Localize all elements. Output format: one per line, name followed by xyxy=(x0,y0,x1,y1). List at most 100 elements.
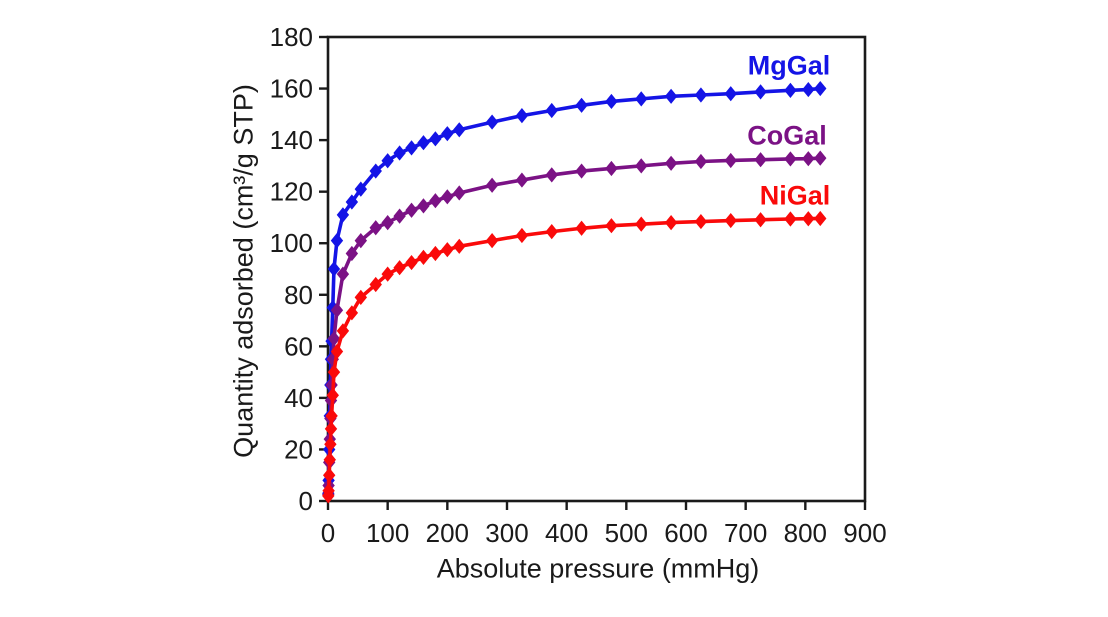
y-tick-label: 180 xyxy=(270,22,313,52)
data-point-marker xyxy=(345,305,359,321)
x-tick-label: 400 xyxy=(545,518,588,548)
data-point-marker xyxy=(345,245,359,262)
data-point-marker xyxy=(784,211,797,227)
y-tick-label: 40 xyxy=(284,383,313,413)
series-nigal xyxy=(322,210,827,504)
data-point-marker xyxy=(453,238,466,254)
data-point-marker xyxy=(345,194,359,210)
x-tick-label: 700 xyxy=(724,518,767,548)
data-point-marker xyxy=(381,153,394,169)
data-point-marker xyxy=(754,152,767,168)
y-tick-label: 0 xyxy=(299,486,313,516)
data-point-marker xyxy=(754,84,767,100)
data-point-marker xyxy=(336,323,350,339)
data-point-marker xyxy=(515,227,529,244)
y-tick-label: 100 xyxy=(270,228,313,258)
data-point-marker xyxy=(327,331,341,347)
data-point-marker xyxy=(393,208,406,224)
x-tick-label: 200 xyxy=(426,518,469,548)
data-point-marker xyxy=(417,198,430,214)
y-tick-label: 140 xyxy=(270,125,313,155)
y-tick-label: 20 xyxy=(284,434,313,464)
data-point-marker xyxy=(336,207,350,223)
x-tick-label: 300 xyxy=(485,518,528,548)
data-point-marker xyxy=(515,172,529,188)
data-point-marker xyxy=(694,153,708,170)
data-point-marker xyxy=(814,150,827,166)
x-axis-ticks: 0 100 200 300 400 500 600 700 800 900 xyxy=(321,501,887,548)
data-point-marker xyxy=(694,87,708,103)
data-point-marker xyxy=(429,193,442,209)
data-point-marker xyxy=(605,218,618,234)
data-point-marker xyxy=(326,387,339,403)
data-point-marker xyxy=(369,163,382,179)
data-point-marker xyxy=(802,81,815,98)
data-point-marker xyxy=(802,151,815,167)
data-point-marker xyxy=(605,160,618,177)
data-point-marker xyxy=(814,210,827,227)
data-point-marker xyxy=(635,91,648,107)
data-point-marker xyxy=(330,302,344,318)
data-point-marker xyxy=(754,212,767,228)
series-cogal xyxy=(322,150,827,503)
y-tick-label: 120 xyxy=(270,177,313,207)
x-tick-label: 500 xyxy=(605,518,648,548)
data-point-marker xyxy=(441,242,454,258)
data-point-marker xyxy=(323,452,336,468)
series-label-mggal: MgGal xyxy=(747,50,831,81)
x-tick-label: 0 xyxy=(321,518,335,548)
plot-frame xyxy=(326,35,867,503)
series-label-nigal: NiGal xyxy=(759,180,831,211)
data-point-marker xyxy=(635,158,648,174)
data-point-marker xyxy=(325,408,338,424)
data-point-marker xyxy=(575,220,588,236)
data-point-marker xyxy=(441,126,454,142)
data-point-marker xyxy=(575,97,588,113)
data-point-marker xyxy=(354,289,368,305)
data-point-marker xyxy=(330,343,344,360)
data-point-marker xyxy=(393,145,406,161)
data-point-marker xyxy=(393,260,406,276)
data-point-marker xyxy=(724,152,737,169)
x-tick-label: 800 xyxy=(784,518,827,548)
data-point-marker xyxy=(485,114,499,130)
data-point-marker xyxy=(324,421,338,437)
data-point-marker xyxy=(324,436,337,452)
data-point-marker xyxy=(694,213,708,230)
x-tick-label: 600 xyxy=(664,518,707,548)
data-point-marker xyxy=(354,233,368,249)
data-point-marker xyxy=(405,254,418,271)
data-point-marker xyxy=(369,220,382,236)
data-point-marker xyxy=(485,233,499,249)
data-point-marker xyxy=(369,276,382,293)
data-point-marker xyxy=(417,135,430,151)
data-point-marker xyxy=(724,86,737,102)
data-point-marker xyxy=(515,108,529,124)
data-point-marker xyxy=(664,215,678,231)
data-point-marker xyxy=(635,216,648,232)
data-point-marker xyxy=(784,151,797,167)
data-point-marker xyxy=(405,202,418,218)
data-point-marker xyxy=(575,163,588,179)
data-point-marker xyxy=(724,212,737,229)
x-axis-title: Absolute pressure (mmHg) xyxy=(436,553,760,584)
y-tick-label: 80 xyxy=(284,280,313,310)
data-point-marker xyxy=(322,483,335,499)
y-axis-ticks: 0 20 40 60 80 100 120 140 160 180 xyxy=(270,22,328,516)
data-point-marker xyxy=(664,155,678,171)
x-tick-label: 900 xyxy=(843,518,886,548)
y-tick-label: 160 xyxy=(270,74,313,104)
data-point-marker xyxy=(381,215,394,231)
data-point-marker xyxy=(784,82,797,98)
data-point-marker xyxy=(485,177,499,193)
data-point-marker xyxy=(802,211,815,227)
data-point-marker xyxy=(605,93,618,110)
data-point-marker xyxy=(664,88,678,104)
data-point-marker xyxy=(545,167,558,183)
data-point-marker xyxy=(429,131,442,147)
data-point-marker xyxy=(330,233,344,249)
data-point-marker xyxy=(441,189,454,205)
data-point-marker xyxy=(545,102,558,119)
